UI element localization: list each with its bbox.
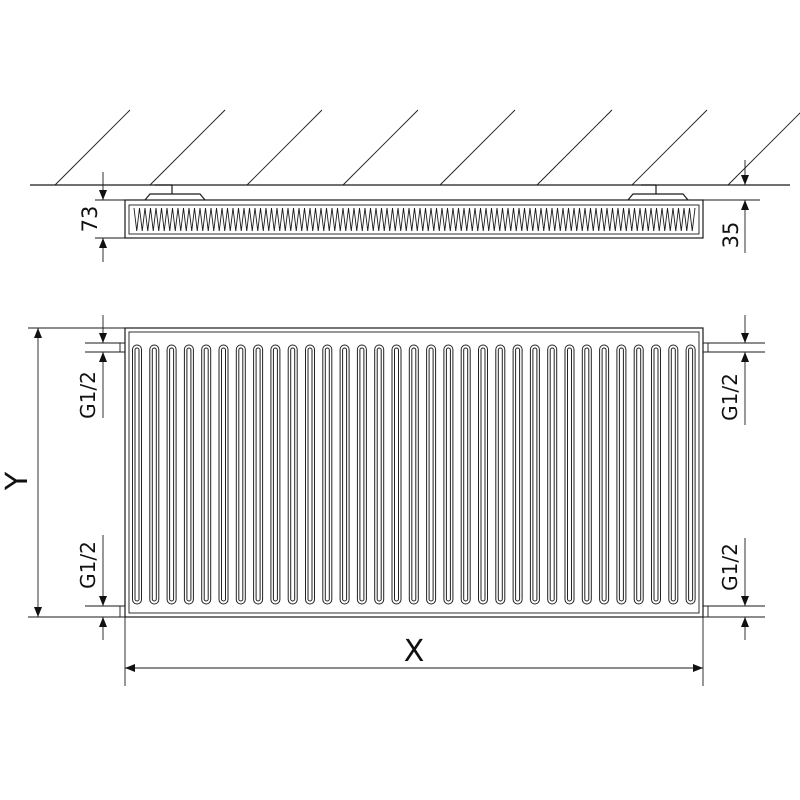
flute-inner <box>618 347 624 602</box>
flute-inner <box>497 347 503 602</box>
dimension-connection-left-bottom: G1/2 <box>76 535 107 640</box>
width-label: X <box>404 634 425 669</box>
wall-hatching <box>54 109 800 186</box>
connection-stub-left-top <box>85 342 125 353</box>
flute-inner <box>238 347 244 602</box>
flute-inner <box>445 347 451 602</box>
flute-inner <box>532 347 538 602</box>
connection-stub-left-bottom <box>85 605 125 618</box>
dimension-wall-gap: 35 <box>703 160 760 253</box>
dimension-connection-right-top: G1/2 <box>718 315 749 425</box>
hatch-line <box>536 109 613 186</box>
flute-inner <box>584 347 590 602</box>
connection-stub-right-top <box>703 342 765 353</box>
flute-inner <box>636 347 642 602</box>
flute-inner <box>186 347 192 602</box>
dimension-connection-right-bottom: G1/2 <box>718 538 749 640</box>
wall-gap-label: 35 <box>719 222 743 249</box>
hatch-line <box>631 109 708 186</box>
hatch-line <box>439 109 516 186</box>
bracket-left <box>144 184 206 201</box>
connection-label-left-bottom: G1/2 <box>76 541 100 589</box>
height-label: Y <box>0 471 35 491</box>
front-view <box>85 327 765 618</box>
connection-label-left-top: G1/2 <box>76 371 100 419</box>
flute-inner <box>515 347 521 602</box>
flute-inner <box>428 347 434 602</box>
flute-inner <box>151 347 157 602</box>
flute-inner <box>134 347 140 602</box>
flute-inner <box>567 347 572 602</box>
flute-inner <box>394 347 399 602</box>
flute-inner <box>549 347 555 602</box>
flute-inner <box>307 347 313 602</box>
radiator-flutes <box>132 344 696 605</box>
dimension-depth: 73 <box>78 172 125 262</box>
radiator-front-outline <box>124 327 704 618</box>
connection-label-right-top: G1/2 <box>718 373 742 421</box>
hatch-line <box>727 112 800 186</box>
flute-inner <box>272 347 278 602</box>
top-view <box>30 109 800 239</box>
flute-inner <box>203 347 209 602</box>
radiator-top-outline <box>124 199 704 239</box>
flute-inner <box>688 347 694 602</box>
flute-inner <box>290 347 296 602</box>
dimension-height: Y <box>0 327 125 618</box>
hatch-line <box>246 109 323 186</box>
dimension-width: X <box>124 617 704 686</box>
dimension-connection-left-top: G1/2 <box>76 315 107 419</box>
connection-label-right-bottom: G1/2 <box>718 543 742 591</box>
bracket-right <box>627 184 689 201</box>
hatch-line <box>149 109 226 186</box>
flute-inner <box>670 347 676 602</box>
flute-inner <box>463 347 469 602</box>
flute-inner <box>255 347 261 602</box>
radiator-front-inner <box>128 331 700 614</box>
flute-inner <box>221 347 226 602</box>
flute-inner <box>342 347 348 602</box>
hatch-line <box>342 109 419 186</box>
flute-inner <box>480 347 486 602</box>
flute-inner <box>411 347 417 602</box>
flute-inner <box>601 347 607 602</box>
flute-inner <box>169 347 175 602</box>
flute-inner <box>359 347 365 602</box>
radiator-top-inner <box>128 204 700 235</box>
flute-inner <box>376 347 382 602</box>
flute-inner <box>324 347 330 602</box>
flute-inner <box>653 347 659 602</box>
connection-stub-right-bottom <box>703 605 765 618</box>
depth-label: 73 <box>78 206 102 233</box>
convector-fins <box>133 207 696 232</box>
convector-zigzag <box>133 207 696 232</box>
hatch-line <box>54 109 131 186</box>
